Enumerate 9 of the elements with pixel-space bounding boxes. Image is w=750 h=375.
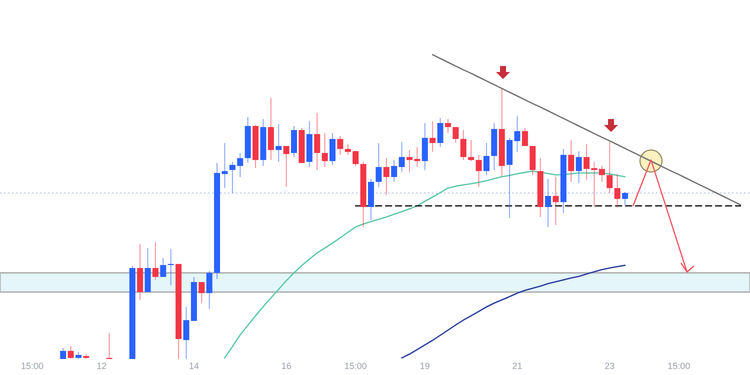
- x-tick-label: 23: [604, 361, 615, 371]
- x-tick-label: 15:00: [344, 361, 367, 371]
- x-tick-label: 12: [96, 361, 107, 371]
- x-tick-label: 15:00: [21, 361, 44, 371]
- x-tick-label: 21: [512, 361, 522, 371]
- x-tick-label: 19: [420, 361, 430, 371]
- x-tick-label: 16: [281, 361, 292, 371]
- x-tick-label: 15:00: [668, 361, 690, 371]
- x-tick-label: 14: [188, 361, 199, 371]
